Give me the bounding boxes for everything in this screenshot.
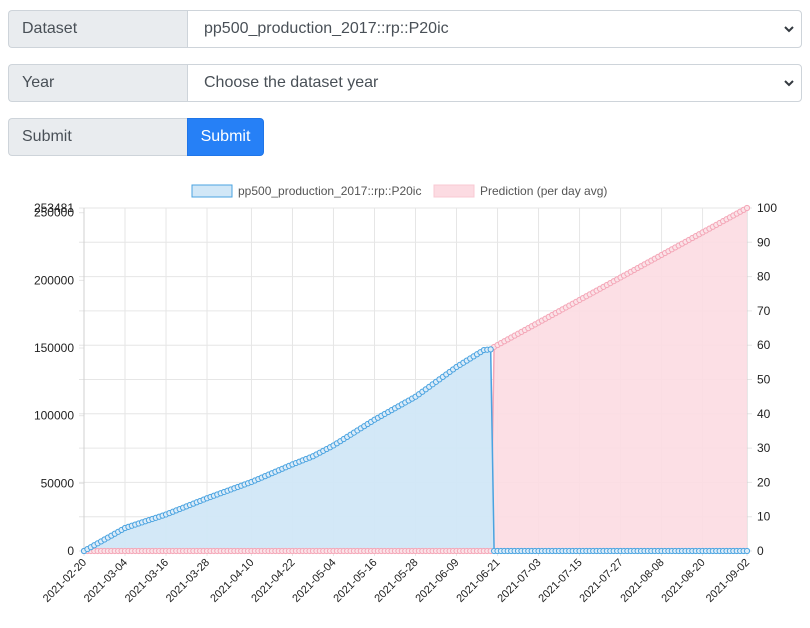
y-left-tick-label: 50000 <box>41 476 75 490</box>
submit-form-row: Submit Submit <box>8 118 264 156</box>
year-select-value: Choose the dataset year <box>204 74 379 91</box>
y-right-tick-label: 100 <box>757 201 777 215</box>
y-right-tick-label: 80 <box>757 270 771 284</box>
series-point <box>487 346 494 353</box>
dataset-label: Dataset <box>8 10 187 48</box>
dataset-select-value: pp500_production_2017::rp::P20ic <box>204 20 449 37</box>
series-point <box>743 547 751 555</box>
x-tick-label: 2021-08-20 <box>659 557 707 605</box>
y-right-tick-label: 70 <box>757 304 771 318</box>
prediction-points <box>80 204 751 555</box>
y-left-tick-label: 200000 <box>34 273 74 287</box>
y-left-tick-label: 100000 <box>34 409 74 423</box>
y-left-max-label: 253481 <box>34 201 74 215</box>
dataset-select[interactable]: pp500_production_2017::rp::P20ic <box>187 10 802 48</box>
y-right-tick-label: 60 <box>757 338 771 352</box>
chevron-down-icon <box>784 80 794 87</box>
y-right-tick-label: 40 <box>757 407 771 421</box>
x-tick-label: 2021-03-28 <box>164 557 212 605</box>
x-tick-label: 2021-09-02 <box>704 557 752 605</box>
y-right-tick-label: 20 <box>757 475 771 489</box>
y-right-tick-label: 0 <box>757 544 764 558</box>
series-points <box>80 346 751 555</box>
y-right-tick-label: 30 <box>757 441 771 455</box>
legend-swatch-series <box>191 184 233 198</box>
submit-label: Submit <box>8 118 187 156</box>
y-left-tick-label: 150000 <box>34 341 74 355</box>
y-left-tick-label: 250000 <box>34 206 74 220</box>
prediction-area <box>84 208 747 551</box>
submit-button[interactable]: Submit <box>187 118 264 156</box>
y-right-tick-label: 10 <box>757 510 771 524</box>
chevron-down-icon <box>784 26 794 33</box>
year-label: Year <box>8 64 187 102</box>
chart-legend: pp500_production_2017::rp::P20ic Predicti… <box>191 184 607 198</box>
year-select[interactable]: Choose the dataset year <box>187 64 802 102</box>
legend-label-series: pp500_production_2017::rp::P20ic <box>238 184 421 198</box>
y-right-tick-label: 90 <box>757 235 771 249</box>
legend-label-prediction: Prediction (per day avg) <box>480 184 607 198</box>
series-area <box>84 349 747 551</box>
legend-swatch-prediction <box>433 184 475 198</box>
prediction-point <box>743 204 751 212</box>
y-left-tick-label: 0 <box>67 544 74 558</box>
dataset-form-row: Dataset pp500_production_2017::rp::P20ic <box>8 10 802 48</box>
y-right-tick-label: 50 <box>757 373 771 387</box>
year-form-row: Year Choose the dataset year <box>8 64 802 102</box>
